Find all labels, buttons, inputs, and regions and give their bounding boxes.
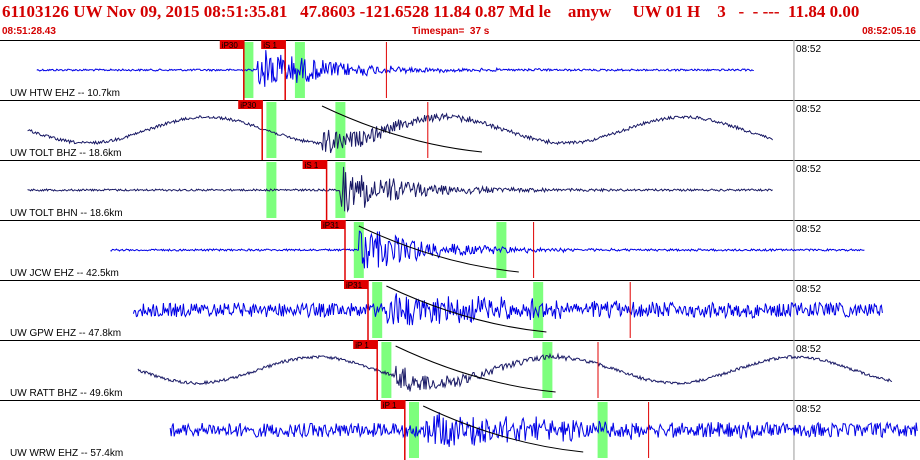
minute-time-label: 08:52 [796, 224, 822, 235]
phase-pick-flag [238, 100, 263, 109]
phase-pick-label: iS 1 [263, 41, 277, 50]
waveform-trace [110, 230, 865, 269]
coda-curve [358, 225, 519, 273]
phase-window [243, 42, 254, 98]
phase-window [542, 342, 553, 398]
end-time-label: 08:52:05.16 [862, 26, 916, 37]
minute-time-label: 08:52 [796, 344, 822, 355]
channel-panel[interactable]: iP31 UW GPW EHZ -- 47.8km 08:52 [0, 280, 920, 340]
phase-pick-label: iP30 [240, 101, 257, 110]
phase-pick-flag [302, 160, 327, 169]
trace-canvas[interactable]: iP30 [0, 100, 920, 160]
phase-pick-label: iP 1 [355, 341, 369, 350]
channel-label: UW TOLT BHZ -- 18.6km [10, 148, 122, 159]
phase-pick-flag [261, 40, 286, 49]
channel-panel[interactable]: iP30 UW TOLT BHZ -- 18.6km 08:52 [0, 100, 920, 160]
minute-time-label: 08:52 [796, 44, 822, 55]
channel-label: UW JCW EHZ -- 42.5km [10, 268, 119, 279]
phase-window [381, 342, 392, 398]
coda-curve [386, 285, 547, 333]
trace-canvas[interactable]: iP30 iS 1 [0, 40, 920, 100]
phase-window [409, 402, 419, 458]
channel-label: UW WRW EHZ -- 57.4km [10, 448, 124, 459]
phase-pick-flag [353, 340, 378, 349]
phase-window [335, 102, 346, 158]
phase-pick-label: iP31 [346, 281, 363, 290]
timespan-label: Timespan= 37 s [412, 26, 490, 37]
phase-pick-label: iP30 [222, 41, 239, 50]
event-header: 61103126 UW Nov 09, 2015 08:51:35.81 47.… [0, 0, 920, 40]
trace-canvas[interactable]: iS 1 [0, 160, 920, 220]
waveform-trace [169, 412, 918, 447]
waveform-trace [27, 112, 773, 154]
channel-label: UW RATT BHZ -- 49.6km [10, 388, 123, 399]
channel-panel[interactable]: iP30 iS 1 UW HTW EHZ -- 10.7km 08:52 [0, 40, 920, 100]
coda-curve [321, 105, 483, 153]
phase-pick-flag [380, 400, 405, 409]
minute-time-label: 08:52 [796, 284, 822, 295]
phase-window [533, 282, 544, 338]
channel-label: UW TOLT BHN -- 18.6km [10, 208, 123, 219]
channel-panel[interactable]: iS 1 UW TOLT BHN -- 18.6km 08:52 [0, 160, 920, 220]
channel-panel[interactable]: iP 1 UW RATT BHZ -- 49.6km 08:52 [0, 340, 920, 400]
start-time-label: 08:51:28.43 [2, 26, 56, 37]
phase-window [335, 162, 346, 218]
channel-panel[interactable]: iP 1 UW WRW EHZ -- 57.4km 08:52 [0, 400, 920, 460]
phase-pick-label: iP31 [323, 221, 340, 230]
minute-time-label: 08:52 [796, 404, 822, 415]
phase-pick-flag [219, 40, 244, 49]
phase-pick-label: iS 1 [305, 161, 319, 170]
channel-label: UW HTW EHZ -- 10.7km [10, 88, 120, 99]
waveform-trace [27, 166, 773, 213]
trace-canvas[interactable]: iP31 [0, 220, 920, 280]
channel-panel[interactable]: iP31 UW JCW EHZ -- 42.5km 08:52 [0, 220, 920, 280]
coda-curve [422, 405, 584, 453]
phase-pick-flag [321, 220, 345, 229]
minute-time-label: 08:52 [796, 164, 822, 175]
trace-canvas[interactable]: iP31 [0, 280, 920, 340]
phase-pick-label: iP 1 [383, 401, 397, 410]
coda-curve [395, 345, 556, 393]
seismogram-panels[interactable]: iP30 iS 1 UW HTW EHZ -- 10.7km 08:52 iP30 UW … [0, 40, 920, 460]
event-summary-title: 61103126 UW Nov 09, 2015 08:51:35.81 47.… [2, 2, 860, 21]
phase-pick-flag [344, 280, 368, 289]
trace-canvas[interactable]: iP 1 [0, 340, 920, 400]
trace-canvas[interactable]: iP 1 [0, 400, 920, 460]
waveform-trace [36, 50, 754, 87]
channel-label: UW GPW EHZ -- 47.8km [10, 328, 122, 339]
waveform-trace [137, 352, 893, 392]
waveform-trace [132, 293, 883, 326]
phase-window [266, 102, 277, 158]
minute-time-label: 08:52 [796, 104, 822, 115]
